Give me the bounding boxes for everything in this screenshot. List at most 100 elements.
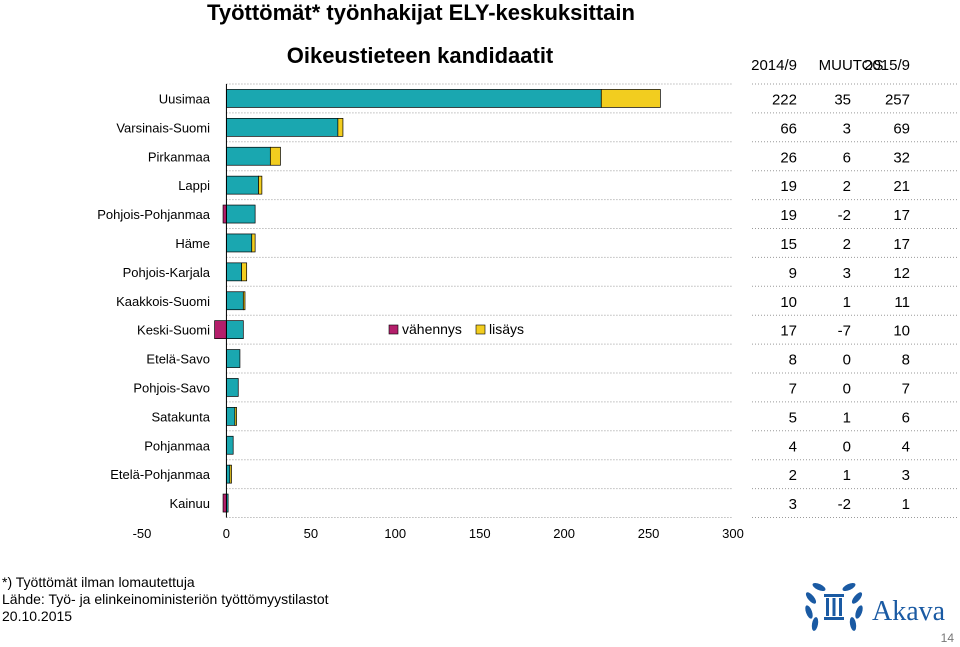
bar-decrease [222, 204, 227, 224]
footnote-date: 20.10.2015 [2, 608, 73, 624]
bar-decrease [214, 320, 227, 339]
bar-increase [251, 233, 256, 253]
table-cell: 3 [902, 467, 910, 484]
bar-base [226, 407, 236, 426]
table-cell: 19 [780, 207, 797, 224]
x-tick-label: 0 [223, 526, 230, 541]
bar-base [226, 233, 253, 253]
table-cell: 2 [843, 178, 851, 195]
category-label: Kainuu [170, 496, 210, 511]
table-cell: 10 [780, 294, 797, 311]
bar-base [226, 117, 339, 137]
legend-label-decrease: vähennys [402, 321, 462, 337]
table-cell: 10 [893, 323, 910, 340]
bar-base [226, 435, 234, 455]
bar-base [226, 262, 242, 282]
table-cell: 1 [843, 409, 851, 426]
table-cell: -2 [838, 207, 851, 224]
table-cell: 3 [789, 496, 797, 513]
x-tick-label: 100 [384, 526, 406, 541]
laurel-wreath-icon [805, 582, 863, 631]
table-cell: 0 [843, 438, 851, 455]
akava-logo: Akava [805, 582, 946, 631]
table-cell: 9 [789, 265, 797, 282]
footnote-source: Lähde: Työ- ja elinkeinoministeriön työt… [2, 591, 329, 607]
category-label: Etelä-Savo [146, 352, 210, 367]
bar-base [226, 320, 244, 339]
table-cell: 0 [843, 380, 851, 397]
bar-increase [600, 89, 661, 108]
table-cell: 8 [902, 352, 910, 369]
chart-title: Työttömät* työnhakijat ELY-keskuksittain [207, 0, 635, 25]
table-cell: 2 [789, 467, 797, 484]
table-cell: 4 [789, 438, 797, 455]
table-cell: 1 [902, 496, 910, 513]
bar-increase [241, 262, 248, 282]
bar-increase [269, 146, 281, 166]
bar-base [226, 89, 602, 108]
table-cell: 2 [843, 236, 851, 253]
table-cell: 257 [885, 91, 910, 108]
bar-increase [337, 117, 344, 137]
category-label: Uusimaa [159, 91, 211, 106]
chart-subtitle: Oikeustieteen kandidaatit [286, 43, 554, 68]
category-label: Pohjanmaa [144, 438, 211, 453]
table-cell: 15 [780, 236, 797, 253]
table-cell: 11 [894, 294, 910, 311]
category-label: Lappi [178, 178, 210, 193]
bar-base [226, 175, 259, 195]
table-cell: 66 [780, 120, 797, 137]
table-cell: 19 [780, 178, 797, 195]
footnotes: *) Työttömät ilman lomautettuja Lähde: T… [2, 574, 329, 625]
bar-base [226, 291, 244, 311]
x-tick-label: 250 [638, 526, 660, 541]
table-cell: 21 [893, 178, 910, 195]
bar-base [226, 349, 241, 368]
table-cell: 8 [789, 352, 797, 369]
table-cell: 17 [893, 236, 910, 253]
category-label: Satakunta [151, 409, 210, 424]
table-cell: -7 [838, 323, 851, 340]
table-cell: 4 [902, 438, 910, 455]
table-cell: 222 [772, 91, 797, 108]
table-cell: -2 [838, 496, 851, 513]
bar-decrease [222, 493, 227, 513]
x-tick-label: 200 [553, 526, 575, 541]
legend-label-increase: lisäys [489, 321, 524, 337]
category-label: Pohjois-Karjala [123, 265, 211, 280]
table-cell: 1 [843, 294, 851, 311]
legend-swatch-decrease [388, 324, 399, 335]
bar-increase [242, 291, 246, 311]
category-label: Etelä-Pohjanmaa [110, 467, 210, 482]
table-cell: 35 [834, 91, 851, 108]
table-cell: 32 [893, 149, 910, 166]
category-label: Häme [175, 236, 210, 251]
bar-increase [234, 407, 237, 426]
table-cell: 6 [902, 409, 910, 426]
bar-increase [258, 175, 263, 195]
category-label: Varsinais-Suomi [116, 120, 210, 135]
x-tick-label: 150 [469, 526, 491, 541]
logo-wordmark: Akava [872, 596, 946, 627]
bar-chart: Uusimaa Varsinais-Suomi Pirkanmaa Lappi Pohj… [97, 57, 958, 541]
page-number: 14 [940, 631, 954, 645]
table-cell: 3 [843, 120, 851, 137]
bar-base [226, 204, 256, 224]
footnote-definition: *) Työttömät ilman lomautettuja [2, 574, 195, 590]
table-cell: 26 [780, 149, 797, 166]
table-cell: 6 [843, 149, 851, 166]
table-cell: 7 [902, 380, 910, 397]
table-header: MUUTOS [819, 57, 884, 74]
table-header: 2015/9 [864, 57, 910, 74]
table-cell: 12 [893, 265, 910, 282]
bar-base [226, 464, 231, 484]
table-header: 2014/9 [751, 57, 797, 74]
category-label: Pohjois-Pohjanmaa [97, 207, 211, 222]
table-cell: 5 [789, 409, 797, 426]
table-cell: 0 [843, 352, 851, 369]
x-tick-label: 50 [304, 526, 318, 541]
x-tick-label: -50 [133, 526, 152, 541]
category-label: Pirkanmaa [148, 149, 211, 164]
table-cell: 1 [843, 467, 851, 484]
table-cell: 17 [893, 207, 910, 224]
